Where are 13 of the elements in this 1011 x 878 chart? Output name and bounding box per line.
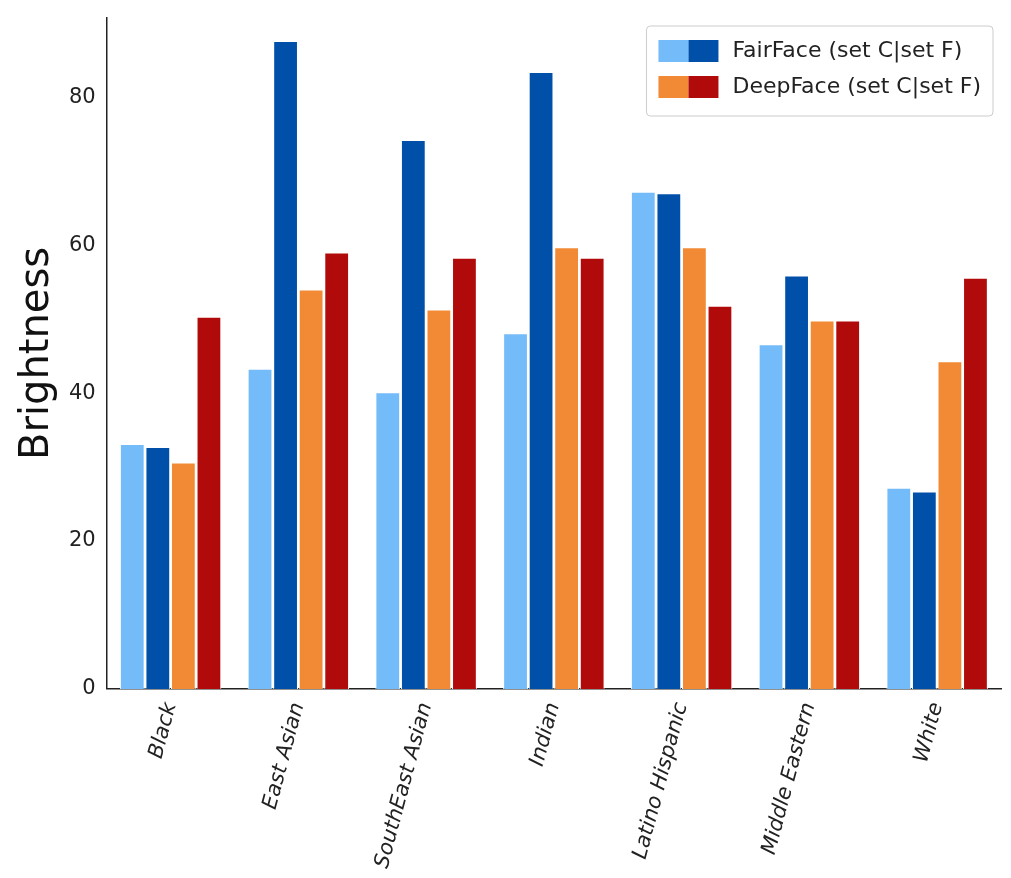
y-tick-label: 20 [68,527,96,552]
legend-label: DeepFace (set C|set F) [732,72,981,99]
y-tick-label: 60 [68,231,96,256]
y-tick-label: 0 [82,675,96,700]
x-tick-label: Middle Eastern [755,699,820,857]
y-tick-label: 40 [68,379,96,404]
y-axis-title: Brightness [11,246,58,461]
legend-label: FairFace (set C|set F) [732,36,963,63]
x-tick-label: White [908,699,948,765]
x-tick-label: Indian [523,699,564,769]
x-tick-label: East Asian [256,699,309,812]
x-tick-label: Black [142,698,181,761]
y-tick-label: 80 [68,83,96,108]
